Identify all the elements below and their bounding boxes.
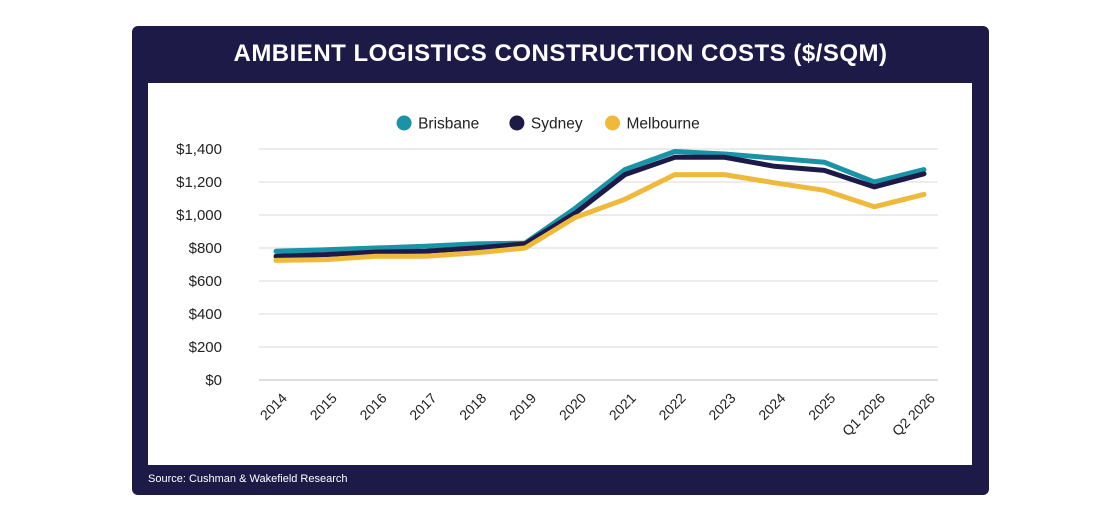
x-tick-label: Q1 2026 <box>839 390 888 439</box>
x-tick-label: 2018 <box>456 390 489 423</box>
y-axis: $0 $200 $400 $600 $800 $1,000 $1,200 $1,400 <box>176 141 222 389</box>
gridlines <box>259 148 938 381</box>
chart-title: AMBIENT LOGISTICS CONSTRUCTION COSTS ($/… <box>233 40 888 67</box>
line-chart: $0 $200 $400 $600 $800 $1,000 $1,200 $1,400 201… <box>176 115 938 439</box>
y-tick-label: $600 <box>189 273 222 290</box>
source-note: Source: Cushman & Wakefield Research <box>148 473 348 485</box>
legend-marker <box>509 115 525 131</box>
y-tick-label: $1,000 <box>176 207 222 224</box>
x-tick-label: 2020 <box>556 390 589 423</box>
x-tick-label: 2017 <box>406 390 439 423</box>
x-axis: 2014 2015 2016 2017 2018 2019 2020 2021 2022 2023… <box>257 390 938 439</box>
legend: Brisbane Sydney Melbourne <box>396 115 700 133</box>
x-tick-label: 2015 <box>307 390 340 423</box>
y-tick-label: $1,200 <box>176 174 222 191</box>
x-tick-label: 2016 <box>356 390 389 423</box>
legend-item-sydney: Sydney <box>509 115 583 133</box>
x-tick-label: 2025 <box>805 390 838 423</box>
series-line-sydney <box>273 154 927 259</box>
y-tick-label: $1,400 <box>176 141 222 158</box>
x-tick-label: 2019 <box>506 390 539 423</box>
chart-frame: AMBIENT LOGISTICS CONSTRUCTION COSTS ($/… <box>132 26 989 495</box>
y-tick-label: $200 <box>189 339 222 356</box>
legend-marker <box>396 115 412 131</box>
series-line-melbourne <box>273 172 927 263</box>
legend-label: Sydney <box>531 116 583 133</box>
series-line-brisbane <box>273 149 927 254</box>
y-tick-label: $800 <box>189 240 222 257</box>
legend-marker <box>605 115 620 131</box>
y-tick-label: $0 <box>205 372 222 389</box>
legend-item-melbourne: Melbourne <box>605 115 700 133</box>
x-tick-label: 2021 <box>606 390 639 423</box>
legend-item-brisbane: Brisbane <box>396 115 479 133</box>
x-tick-label: 2014 <box>257 390 290 423</box>
y-tick-label: $400 <box>189 306 222 323</box>
x-tick-label: 2023 <box>705 390 738 423</box>
legend-label: Melbourne <box>627 116 700 133</box>
x-tick-label: Q2 2026 <box>889 390 938 439</box>
x-tick-label: 2024 <box>755 390 788 423</box>
x-tick-label: 2022 <box>655 390 688 423</box>
legend-label: Brisbane <box>418 116 479 133</box>
series-lines <box>273 149 927 263</box>
chart-panel: $0 $200 $400 $600 $800 $1,000 $1,200 $1,400 201… <box>148 83 972 465</box>
